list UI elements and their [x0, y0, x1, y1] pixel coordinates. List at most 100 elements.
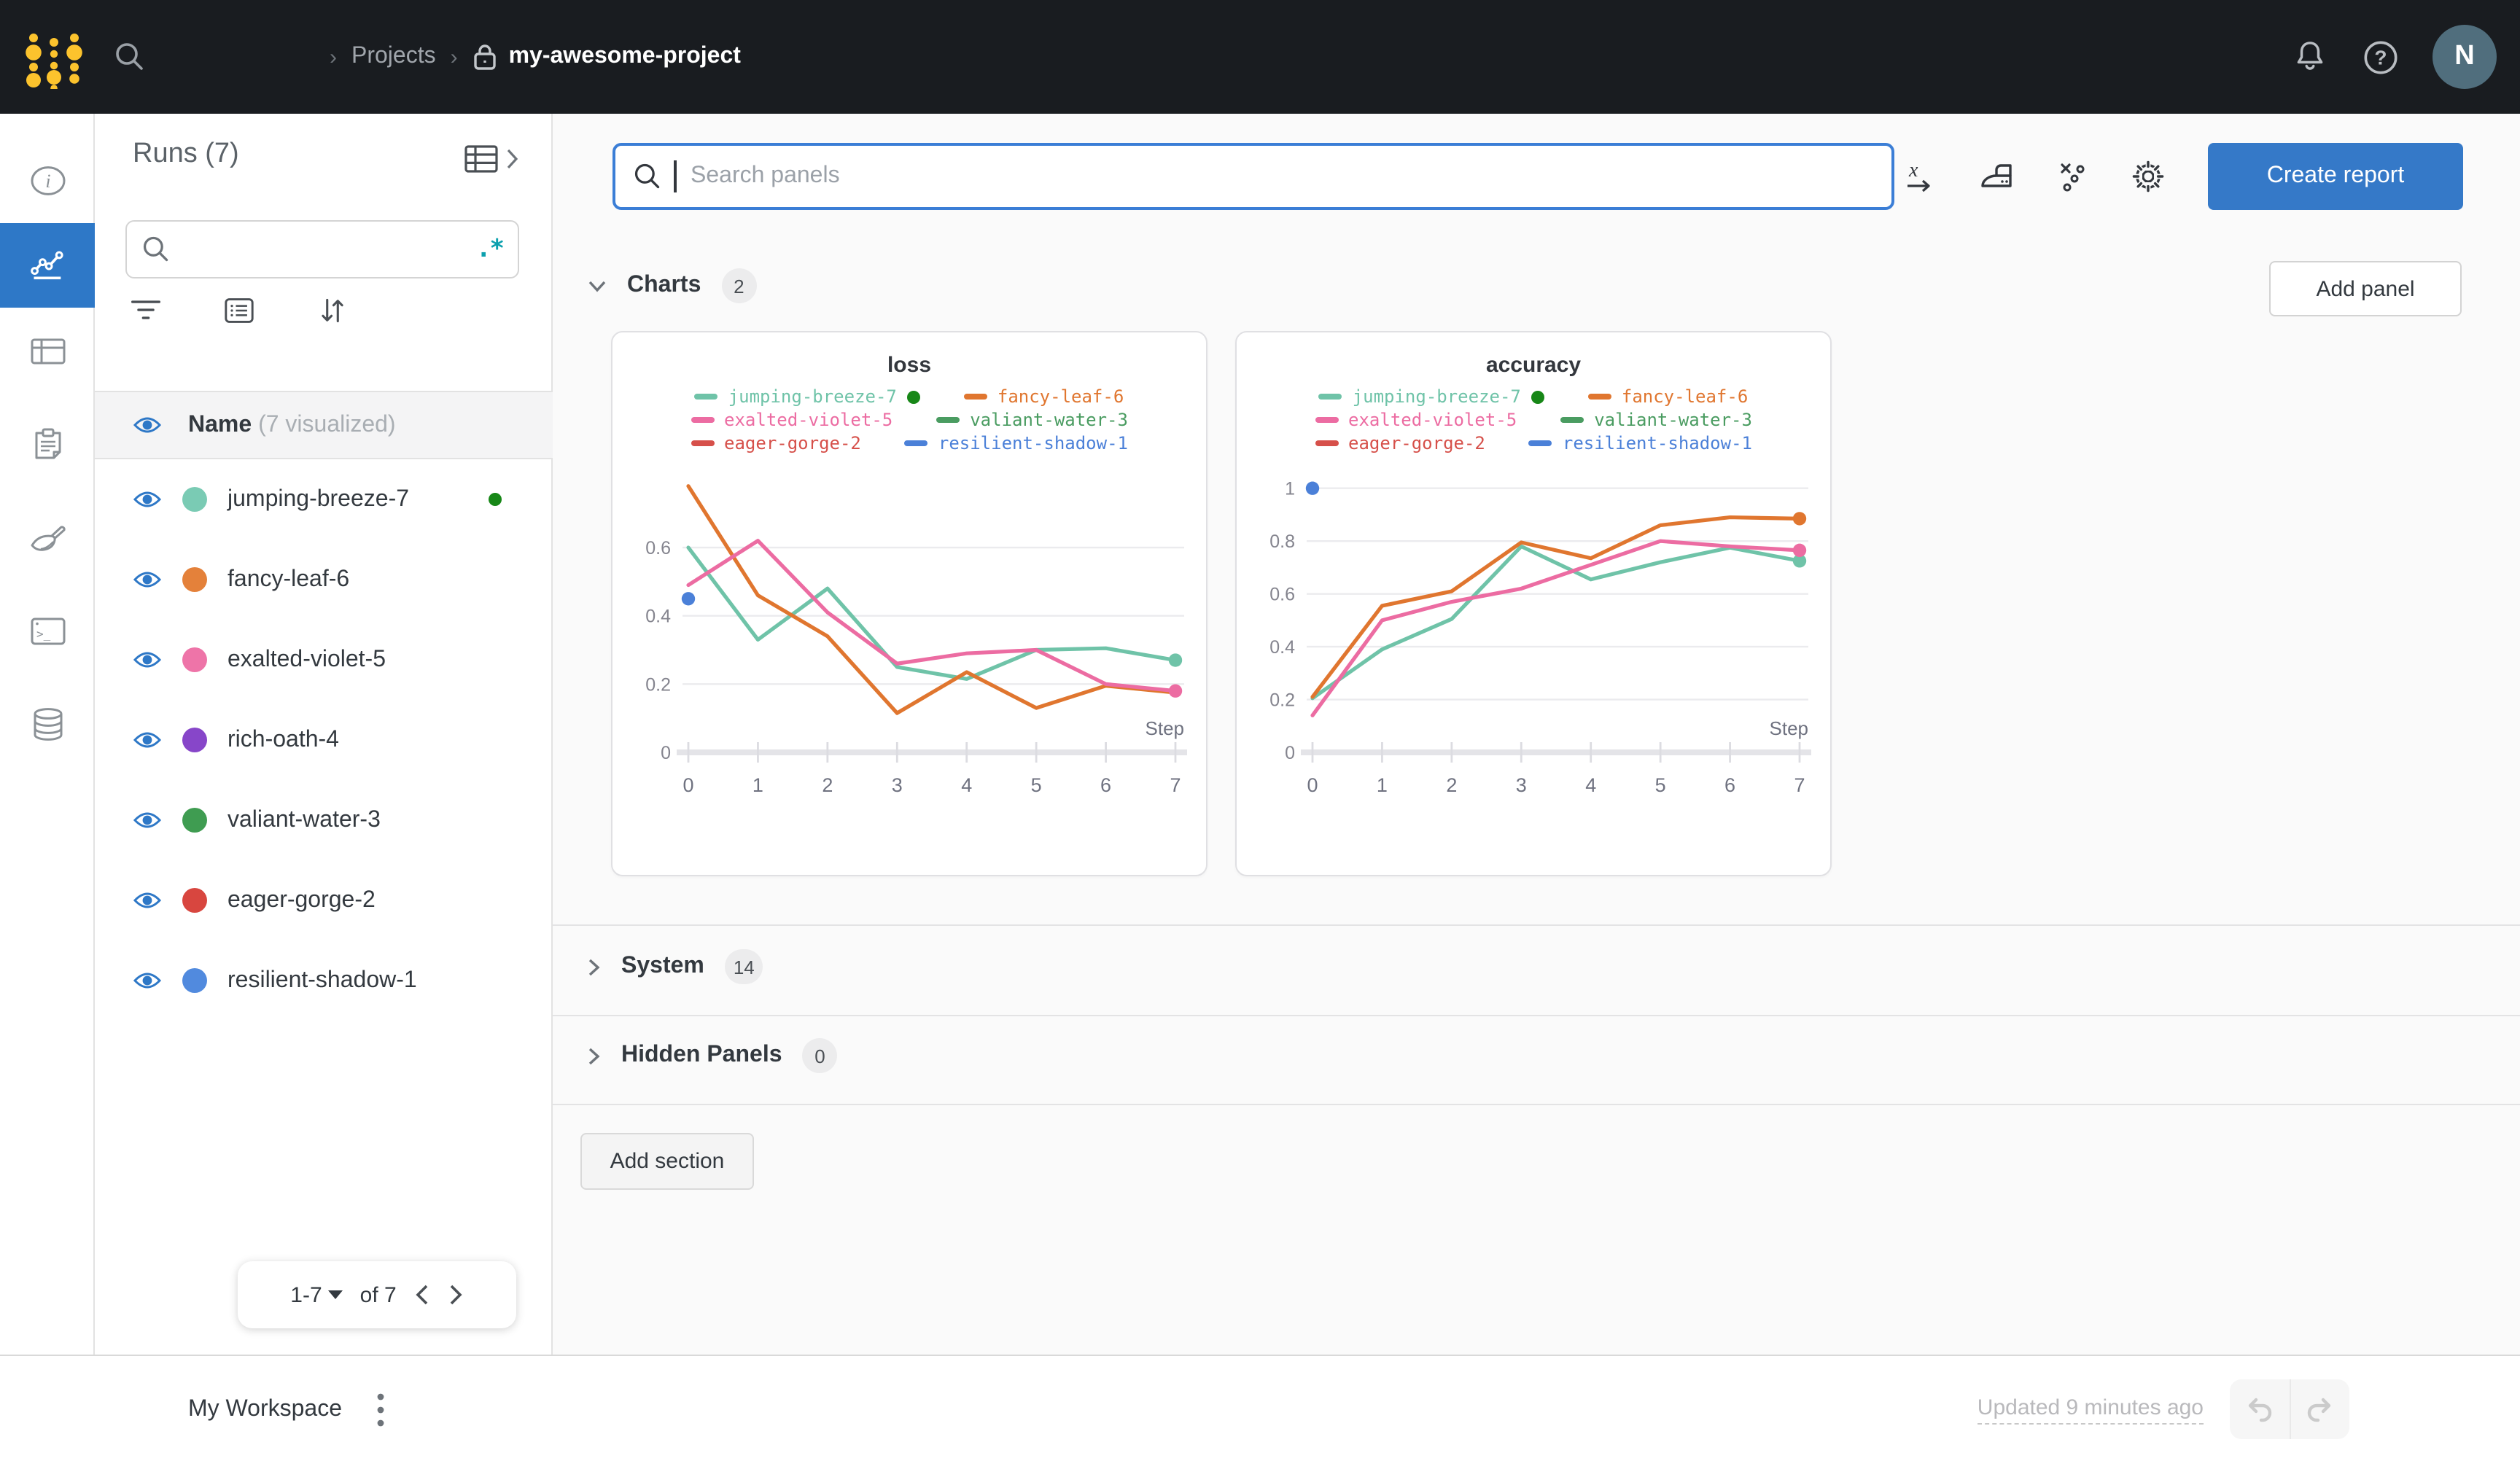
eye-visible-icon[interactable]: [133, 729, 162, 751]
eye-visible-icon[interactable]: [133, 889, 162, 911]
runs-sidebar: Runs (7) .*: [95, 114, 553, 1355]
x-axis-icon[interactable]: x: [1902, 157, 1940, 195]
next-page-icon[interactable]: [448, 1283, 464, 1306]
legend-entry[interactable]: eager-gorge-2: [1315, 433, 1485, 453]
run-name[interactable]: rich-oath-4: [228, 727, 339, 752]
chart-legend: jumping-breeze-7 fancy-leaf-6 exalted-viol…: [1237, 386, 1830, 453]
group-list-icon[interactable]: [223, 296, 255, 325]
legend-entry[interactable]: exalted-violet-5: [1315, 410, 1517, 430]
rail-item-artifacts[interactable]: [0, 682, 95, 767]
column-name-label[interactable]: Name: [188, 412, 252, 437]
run-row[interactable]: eager-gorge-2: [95, 860, 553, 940]
legend-entry[interactable]: valiant-water-3: [936, 410, 1128, 430]
run-name[interactable]: fancy-leaf-6: [228, 566, 350, 591]
breadcrumb-projects-link[interactable]: Projects: [351, 44, 436, 69]
run-row[interactable]: rich-oath-4: [95, 700, 553, 780]
open-runs-table-button[interactable]: [464, 143, 519, 175]
run-row[interactable]: fancy-leaf-6: [95, 539, 553, 620]
run-row[interactable]: resilient-shadow-1: [95, 940, 553, 1021]
svg-text:Step: Step: [1146, 717, 1185, 739]
rail-item-logs[interactable]: [0, 402, 95, 487]
eye-visible-icon[interactable]: [133, 414, 162, 436]
svg-text:0.6: 0.6: [1269, 585, 1295, 605]
legend-run-name: valiant-water-3: [1594, 410, 1752, 430]
eye-visible-icon[interactable]: [133, 569, 162, 591]
eye-visible-icon[interactable]: [133, 809, 162, 831]
smoothing-icon[interactable]: [1978, 157, 2015, 195]
rail-item-terminal[interactable]: >_: [0, 589, 95, 674]
outliers-icon[interactable]: [2053, 157, 2091, 195]
svg-text:Step: Step: [1770, 717, 1809, 739]
run-name[interactable]: jumping-breeze-7: [228, 486, 410, 511]
legend-run-name: fancy-leaf-6: [997, 386, 1124, 407]
undo-icon[interactable]: [2230, 1379, 2290, 1439]
run-row[interactable]: jumping-breeze-7: [95, 459, 553, 539]
chart-plot-area[interactable]: 0 0.2 0.4 0.6 0 1 2 3 4 5 6 7 Step: [612, 456, 1206, 814]
create-report-button[interactable]: Create report: [2208, 143, 2463, 210]
run-name[interactable]: resilient-shadow-1: [228, 967, 417, 992]
legend-entry[interactable]: fancy-leaf-6: [1587, 386, 1748, 407]
legend-entry[interactable]: jumping-breeze-7: [694, 386, 920, 407]
chart-title: loss: [887, 353, 931, 378]
prev-page-icon[interactable]: [414, 1283, 430, 1306]
breadcrumb-project[interactable]: my-awesome-project: [472, 42, 741, 71]
legend-entry[interactable]: resilient-shadow-1: [904, 433, 1128, 453]
add-panel-button[interactable]: Add panel: [2269, 261, 2462, 316]
left-icon-rail: i: [0, 114, 95, 1355]
run-row[interactable]: valiant-water-3: [95, 780, 553, 860]
run-name[interactable]: valiant-water-3: [228, 807, 381, 832]
workspace-name[interactable]: My Workspace: [188, 1396, 343, 1421]
add-section-button[interactable]: Add section: [580, 1133, 754, 1190]
rail-item-table[interactable]: [0, 309, 95, 394]
bell-icon[interactable]: [2291, 38, 2329, 76]
legend-entry[interactable]: resilient-shadow-1: [1528, 433, 1752, 453]
help-icon[interactable]: ?: [2361, 37, 2400, 77]
run-row[interactable]: exalted-violet-5: [95, 620, 553, 700]
legend-entry[interactable]: fancy-leaf-6: [963, 386, 1124, 407]
search-icon[interactable]: [114, 41, 146, 73]
legend-entry[interactable]: exalted-violet-5: [691, 410, 892, 430]
filter-icon[interactable]: [130, 296, 162, 325]
wandb-logo-icon[interactable]: [23, 28, 85, 89]
charts-count-badge: 2: [721, 268, 757, 303]
page-size-dropdown[interactable]: 1-7: [290, 1282, 343, 1307]
svg-text:5: 5: [1655, 774, 1666, 796]
settings-gear-icon[interactable]: [2129, 157, 2167, 195]
legend-run-name: exalted-violet-5: [724, 410, 893, 430]
regex-toggle[interactable]: .*: [476, 235, 505, 264]
rail-item-sweeps[interactable]: [0, 497, 95, 582]
runs-pagination: 1-7 of 7: [238, 1261, 516, 1328]
svg-text:0.8: 0.8: [1269, 531, 1295, 552]
legend-entry[interactable]: valiant-water-3: [1560, 410, 1752, 430]
svg-text:0: 0: [661, 743, 671, 763]
legend-run-name: eager-gorge-2: [724, 433, 861, 453]
run-color-dot: [182, 647, 207, 672]
section-header-charts[interactable]: Charts 2: [588, 268, 757, 303]
active-run-indicator-icon: [1531, 390, 1544, 403]
run-name[interactable]: exalted-violet-5: [228, 647, 386, 671]
legend-entry[interactable]: jumping-breeze-7: [1318, 386, 1544, 407]
eye-visible-icon[interactable]: [133, 649, 162, 671]
runs-search-input[interactable]: [182, 235, 465, 263]
sort-icon[interactable]: [316, 296, 349, 325]
panel-loss-chart[interactable]: loss jumping-breeze-7 fancy-leaf-6 exalted-…: [611, 331, 1208, 876]
legend-entry[interactable]: eager-gorge-2: [691, 433, 861, 453]
section-header-system[interactable]: System 14: [588, 949, 763, 984]
active-run-indicator-icon: [906, 390, 920, 403]
chart-plot-area[interactable]: 0 0.2 0.4 0.6 0.8 1 0 1 2 3 4 5 6 7 Step: [1237, 456, 1830, 814]
kebab-menu-icon[interactable]: [376, 1356, 385, 1461]
page-range-label: 1-7: [290, 1282, 322, 1307]
last-updated[interactable]: Updated 9 minutes ago: [1977, 1356, 2204, 1461]
panel-accuracy-chart[interactable]: accuracy jumping-breeze-7 fancy-leaf-6 exal…: [1235, 331, 1832, 876]
avatar[interactable]: N: [2432, 25, 2497, 89]
eye-visible-icon[interactable]: [133, 488, 162, 510]
eye-visible-icon[interactable]: [133, 970, 162, 991]
workspace-footer-bar: My Workspace Updated 9 minutes ago: [0, 1355, 2520, 1461]
redo-icon[interactable]: [2290, 1379, 2349, 1439]
text-cursor: [674, 160, 676, 192]
panel-search-input[interactable]: [688, 162, 1874, 191]
rail-item-overview[interactable]: i: [0, 139, 95, 223]
section-header-hidden-panels[interactable]: Hidden Panels 0: [588, 1038, 838, 1073]
run-name[interactable]: eager-gorge-2: [228, 887, 376, 912]
rail-item-workspace[interactable]: [0, 223, 95, 308]
